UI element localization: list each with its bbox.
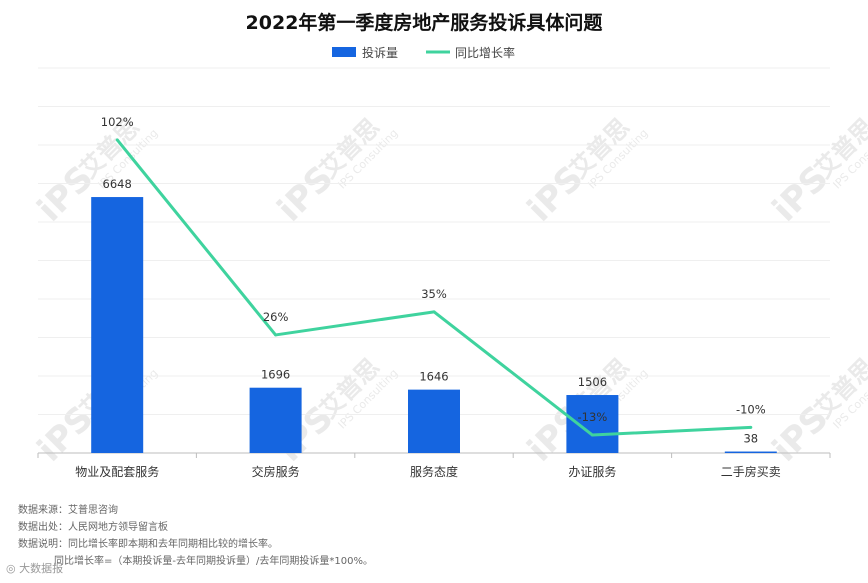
- brand-text: 大数据报: [19, 562, 64, 575]
- x-tick-label: 办证服务: [568, 464, 616, 479]
- x-tick-label: 物业及配套服务: [75, 464, 159, 479]
- bar-value-label: 6648: [103, 177, 132, 191]
- bar-value-label: 1646: [419, 370, 448, 384]
- line-point: [590, 433, 594, 437]
- legend-bar-swatch: [332, 47, 356, 57]
- line-value-label: -13%: [578, 410, 608, 424]
- bar-value-label: 1506: [578, 375, 607, 389]
- line-value-label: -10%: [736, 402, 766, 416]
- bar: [566, 395, 619, 453]
- data-labels: 6648 1696 1646 1506 38 102% 26% 35% -13% -10%: [101, 115, 766, 446]
- legend-bar-label: 投诉量: [362, 45, 398, 60]
- bar: [724, 451, 777, 454]
- note-origin: 数据出处：人民网地方领导留言板: [18, 522, 168, 533]
- bar-series: [91, 197, 777, 454]
- bar: [408, 389, 460, 453]
- line-value-label: 26%: [263, 310, 289, 324]
- line-point: [115, 138, 119, 142]
- x-tick-label: 二手房买卖: [721, 464, 781, 479]
- line-point: [432, 310, 436, 314]
- note-explanation: 数据说明：同比增长率即本期和去年同期相比较的增长率。: [18, 539, 278, 550]
- note-source: 数据来源：艾普思咨询: [18, 505, 118, 516]
- notes: 数据来源：艾普思咨询 数据出处：人民网地方领导留言板 数据说明：同比增长率即本期…: [18, 502, 373, 570]
- legend-line-label: 同比增长率: [455, 45, 515, 60]
- legend: 投诉量 同比增长率: [332, 45, 515, 60]
- line-value-label: 102%: [101, 115, 134, 129]
- chart-title: 2022年第一季度房地产服务投诉具体问题: [246, 11, 603, 34]
- bar: [91, 197, 144, 453]
- bar: [249, 387, 302, 453]
- bar-value-label: 1696: [261, 368, 290, 382]
- line-series: [115, 138, 753, 437]
- line-value-label: 35%: [421, 287, 447, 301]
- line-point: [274, 333, 278, 337]
- brand-label: ◎ 大数据报: [6, 560, 63, 576]
- bar-value-label: 38: [743, 432, 758, 446]
- line-point: [749, 425, 753, 429]
- x-axis: 物业及配套服务 交房服务 服务态度 办证服务 二手房买卖: [37, 453, 831, 479]
- x-tick-label: 服务态度: [410, 464, 458, 479]
- x-tick-label: 交房服务: [252, 464, 300, 479]
- note-formula: 同比增长率=（本期投诉量-去年同期投诉量）/去年同期投诉量*100%。: [54, 556, 373, 567]
- brand-icon: ◎: [6, 562, 16, 575]
